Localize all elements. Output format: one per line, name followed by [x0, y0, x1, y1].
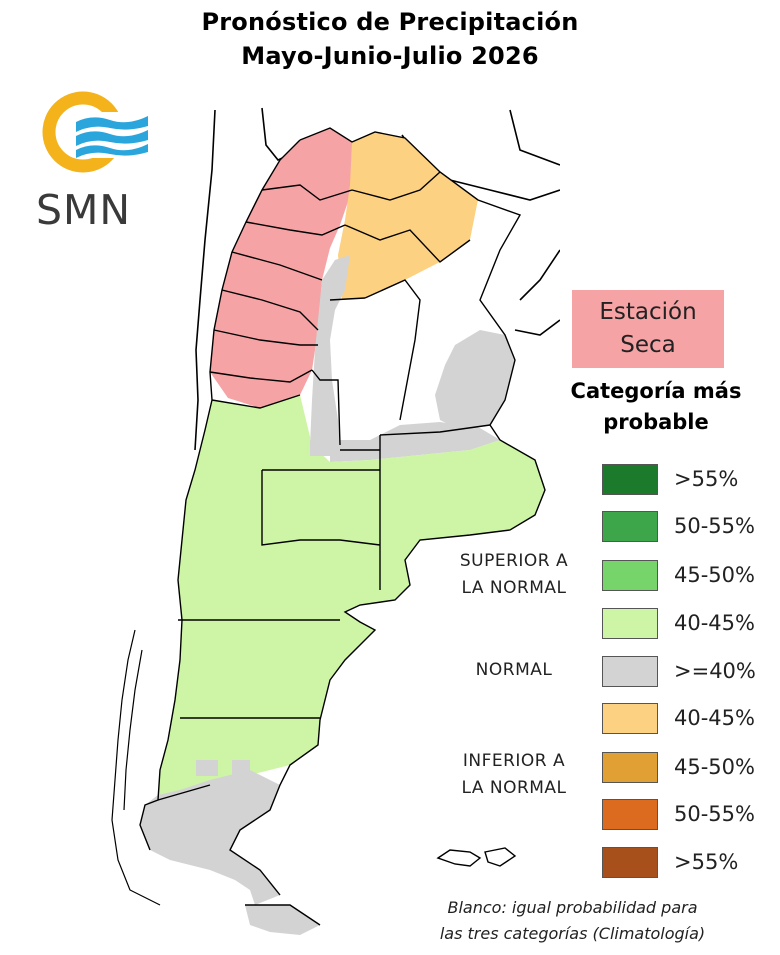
dry-season-legend-box: Estación Seca [572, 290, 724, 368]
region-above-normal [158, 395, 545, 800]
group-below-line1: INFERIOR A [462, 751, 566, 771]
legend-label-normal: >=40% [674, 659, 756, 683]
legend-swatch-above-40-45 [602, 608, 658, 639]
chile-coast [111, 629, 161, 906]
legend-swatch-above-55 [602, 464, 658, 495]
legend-swatch-below-55 [602, 847, 658, 878]
legend-swatch-above-50-55 [602, 511, 658, 542]
dry-season-line2: Seca [620, 332, 676, 358]
smn-logo-text: SMN [36, 186, 132, 234]
region-normal-east [435, 330, 515, 430]
legend-label-above-45-50: 45-50% [674, 563, 755, 587]
group-normal-line1: NORMAL [475, 660, 553, 680]
group-above-line1: SUPERIOR A [459, 551, 569, 571]
group-below-line2: LA NORMAL [461, 778, 567, 798]
map-title-line1: Pronóstico de Precipitación [201, 8, 579, 36]
legend-title: Categoría más probable [556, 376, 756, 438]
climatology-note: Blanco: igual probabilidad para las tres… [400, 895, 745, 947]
malvinas-islands [436, 847, 517, 867]
group-above-line2: LA NORMAL [461, 578, 567, 598]
legend-group-below-normal: INFERIOR A LA NORMAL [440, 748, 588, 802]
region-normal-tierra-del-fuego [245, 905, 320, 935]
legend-swatch-below-50-55 [602, 799, 658, 830]
legend-group-normal: NORMAL [440, 657, 588, 684]
region-normal-west [310, 255, 350, 455]
region-climatology-north [320, 200, 520, 445]
legend-label-below-45-50: 45-50% [674, 755, 755, 779]
legend-swatch-below-40-45 [602, 703, 658, 734]
legend-title-line2: probable [603, 410, 709, 434]
legend-swatch-below-45-50 [602, 752, 658, 783]
legend-label-above-40-45: 40-45% [674, 611, 755, 635]
forecast-regions [140, 128, 545, 935]
region-normal-south [140, 770, 280, 905]
note-line2: las tres categorías (Climatología) [439, 924, 706, 943]
smn-logo-icon [42, 91, 156, 173]
map-title-line2: Mayo-Junio-Julio 2026 [241, 42, 539, 70]
note-line1: Blanco: igual probabilidad para [447, 898, 698, 917]
province-borders [139, 127, 546, 926]
legend-label-below-40-45: 40-45% [674, 706, 755, 730]
legend-group-above-normal: SUPERIOR A LA NORMAL [440, 548, 588, 602]
legend-label-below-55: >55% [674, 850, 739, 874]
legend-swatch-normal [602, 656, 658, 687]
legend-swatch-above-45-50 [602, 560, 658, 591]
legend-title-line1: Categoría más [570, 379, 742, 403]
legend-label-above-50-55: 50-55% [674, 514, 755, 538]
legend-label-above-55: >55% [674, 467, 739, 491]
argentina-forecast-map [111, 107, 560, 935]
legend-label-below-50-55: 50-55% [674, 802, 755, 826]
dry-season-line1: Estación [599, 299, 697, 325]
